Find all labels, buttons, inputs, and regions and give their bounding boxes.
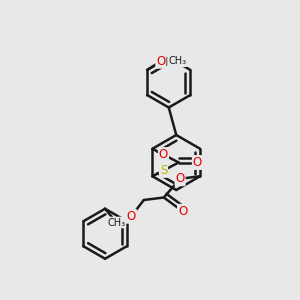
Text: O: O bbox=[193, 156, 202, 169]
Text: CH₃: CH₃ bbox=[107, 218, 125, 227]
Text: O: O bbox=[127, 210, 136, 223]
Text: O: O bbox=[156, 55, 166, 68]
Text: O: O bbox=[176, 172, 185, 185]
Text: CH₃: CH₃ bbox=[168, 56, 186, 66]
Text: S: S bbox=[160, 164, 167, 177]
Text: O: O bbox=[178, 205, 187, 218]
Text: O: O bbox=[159, 148, 168, 161]
